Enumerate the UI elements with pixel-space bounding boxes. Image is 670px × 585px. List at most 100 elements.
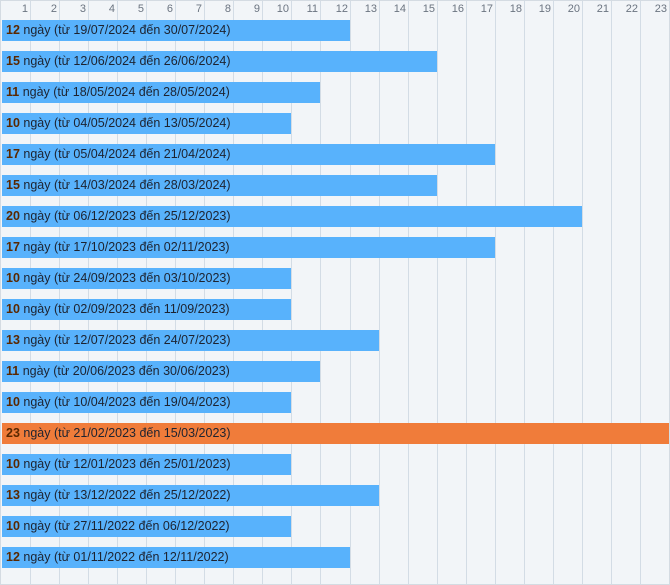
x-tick-label: 4: [108, 3, 115, 15]
bar-label: ngày (từ 18/05/2024 đến 28/05/2024): [19, 85, 230, 99]
bar-days-value: 15: [6, 54, 20, 68]
gridline: [117, 1, 118, 584]
bar-label: ngày (từ 10/04/2023 đến 19/04/2023): [19, 395, 231, 409]
bar: 12 ngày (từ 01/11/2022 đến 12/11/2022): [2, 547, 350, 568]
gridline: [262, 1, 263, 584]
gridline: [146, 1, 147, 584]
bar-label: ngày (từ 06/12/2023 đến 25/12/2023): [19, 209, 231, 223]
x-tick-label: 9: [253, 3, 260, 15]
bar-label: ngày (từ 24/09/2023 đến 03/10/2023): [19, 271, 231, 285]
bar: 20 ngày (từ 06/12/2023 đến 25/12/2023): [2, 206, 582, 227]
bar-days-value: 10: [6, 116, 20, 130]
bar: 10 ngày (từ 04/05/2024 đến 13/05/2024): [2, 113, 291, 134]
gridline: [350, 1, 351, 584]
bar: 11 ngày (từ 20/06/2023 đến 30/06/2023): [2, 361, 320, 382]
x-tick-label: 7: [195, 3, 202, 15]
bar-highlight: 23 ngày (từ 21/02/2023 đến 15/03/2023): [2, 423, 669, 444]
bar-days-value: 11: [6, 364, 20, 378]
gridline: [466, 1, 467, 584]
x-tick-label: 11: [306, 3, 318, 15]
bar: 10 ngày (từ 27/11/2022 đến 06/12/2022): [2, 516, 291, 537]
bar-label: ngày (từ 04/05/2024 đến 13/05/2024): [19, 116, 231, 130]
gridline: [611, 1, 612, 584]
x-tick-label: 19: [538, 3, 551, 15]
x-tick-label: 10: [276, 3, 289, 15]
bar: 17 ngày (từ 05/04/2024 đến 21/04/2024): [2, 144, 495, 165]
gridline: [204, 1, 205, 584]
gridline: [524, 1, 525, 584]
bar-days-value: 13: [6, 488, 20, 502]
bar: 10 ngày (từ 12/01/2023 đến 25/01/2023): [2, 454, 291, 475]
gridline: [437, 1, 438, 584]
gridline: [320, 1, 321, 584]
bar: 15 ngày (từ 12/06/2024 đến 26/06/2024): [2, 51, 437, 72]
bar-days-value: 12: [6, 550, 20, 564]
x-tick-label: 16: [451, 3, 464, 15]
gridline: [30, 1, 31, 584]
gridline: [495, 1, 496, 584]
bar: 11 ngày (từ 18/05/2024 đến 28/05/2024): [2, 82, 320, 103]
x-tick-label: 2: [50, 3, 57, 15]
x-tick-label: 3: [79, 3, 86, 15]
bar-label: ngày (từ 20/06/2023 đến 30/06/2023): [19, 364, 230, 378]
bar: 12 ngày (từ 19/07/2024 đến 30/07/2024): [2, 20, 350, 41]
bar: 13 ngày (từ 12/07/2023 đến 24/07/2023): [2, 330, 379, 351]
bar-days-value: 20: [6, 209, 20, 223]
bar-days-value: 10: [6, 519, 20, 533]
x-tick-label: 8: [224, 3, 231, 15]
x-tick-label: 1: [21, 3, 28, 15]
bar: 17 ngày (từ 17/10/2023 đến 02/11/2023): [2, 237, 495, 258]
gridline: [175, 1, 176, 584]
bar-label: ngày (từ 21/02/2023 đến 15/03/2023): [19, 426, 231, 440]
bar-days-value: 12: [6, 23, 20, 37]
bar-days-value: 15: [6, 178, 20, 192]
x-tick-label: 20: [567, 3, 580, 15]
bar: 10 ngày (từ 24/09/2023 đến 03/10/2023): [2, 268, 291, 289]
x-tick-label: 13: [364, 3, 377, 15]
bar-days-value: 17: [6, 240, 20, 254]
x-tick-label: 14: [393, 3, 406, 15]
x-tick-label: 22: [625, 3, 638, 15]
gridline: [379, 1, 380, 584]
x-tick-label: 15: [422, 3, 435, 15]
bar-days-value: 10: [6, 395, 20, 409]
gridline: [640, 1, 641, 584]
x-tick-label: 6: [166, 3, 173, 15]
gridline: [59, 1, 60, 584]
gridline: [88, 1, 89, 584]
bar-days-value: 23: [6, 426, 20, 440]
bar-label: ngày (từ 05/04/2024 đến 21/04/2024): [19, 147, 231, 161]
x-tick-label: 21: [596, 3, 609, 15]
gridline: [291, 1, 292, 584]
bar: 15 ngày (từ 14/03/2024 đến 28/03/2024): [2, 175, 437, 196]
bar-label: ngày (từ 19/07/2024 đến 30/07/2024): [19, 23, 231, 37]
bar-days-value: 13: [6, 333, 20, 347]
bar: 10 ngày (từ 02/09/2023 đến 11/09/2023): [2, 299, 291, 320]
x-tick-label: 5: [137, 3, 144, 15]
bar-days-value: 17: [6, 147, 20, 161]
bar-days-value: 10: [6, 457, 20, 471]
bar-days-value: 10: [6, 302, 20, 316]
bar-label: ngày (từ 12/01/2023 đến 25/01/2023): [19, 457, 231, 471]
bar: 13 ngày (từ 13/12/2022 đến 25/12/2022): [2, 485, 379, 506]
bar-days-value: 11: [6, 85, 20, 99]
bar-label: ngày (từ 12/06/2024 đến 26/06/2024): [19, 54, 231, 68]
x-tick-label: 12: [335, 3, 348, 15]
bar-label: ngày (từ 27/11/2022 đến 06/12/2022): [19, 519, 230, 533]
x-tick-label: 23: [654, 3, 667, 15]
bar-label: ngày (từ 01/11/2022 đến 12/11/2022): [19, 550, 229, 564]
bar-label: ngày (từ 13/12/2022 đến 25/12/2022): [19, 488, 231, 502]
x-tick-label: 18: [509, 3, 522, 15]
bar-label: ngày (từ 17/10/2023 đến 02/11/2023): [19, 240, 230, 254]
gridline: [553, 1, 554, 584]
gridline: [408, 1, 409, 584]
gridline: [582, 1, 583, 584]
bar-label: ngày (từ 14/03/2024 đến 28/03/2024): [19, 178, 231, 192]
bar-label: ngày (từ 02/09/2023 đến 11/09/2023): [19, 302, 230, 316]
gridline: [233, 1, 234, 584]
bar: 10 ngày (từ 10/04/2023 đến 19/04/2023): [2, 392, 291, 413]
bar-days-value: 10: [6, 271, 20, 285]
x-tick-label: 17: [480, 3, 493, 15]
bar-label: ngày (từ 12/07/2023 đến 24/07/2023): [19, 333, 231, 347]
